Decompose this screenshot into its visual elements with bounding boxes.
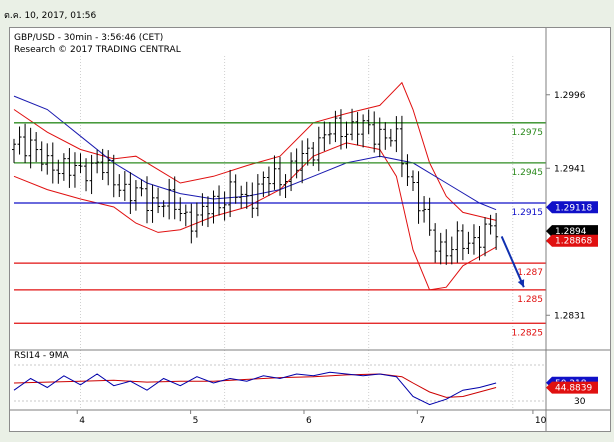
datestamp: ต.ค. 10, 2017, 01:56 <box>4 11 97 21</box>
x-tick-label: 7 <box>419 416 425 426</box>
chart-frame: 1.2975 1.2945 1.2915 1.287 1.285 1.2825 1.299… <box>9 27 611 432</box>
price-tag-1.2894 <box>546 225 598 238</box>
y-tick-label: 1.2996 <box>554 91 586 101</box>
moving-average <box>13 95 497 211</box>
y-tick-label: 1.2831 <box>554 311 586 321</box>
x-tick-label: 5 <box>193 416 199 426</box>
rsi-tick-label: 30 <box>574 397 586 407</box>
rsi-tag-44.8839 <box>546 381 598 394</box>
rsi-tag-label: 44.8839 <box>555 384 592 394</box>
bollinger-upper <box>13 81 497 221</box>
forecast-arrow <box>500 236 525 288</box>
level-label: 1.285 <box>517 295 543 305</box>
price-tag-label: 1.28868 <box>555 237 592 247</box>
level-label: 1.2915 <box>512 208 544 218</box>
chart-canvas: 1.2975 1.2945 1.2915 1.287 1.285 1.2825 1.299… <box>10 28 610 431</box>
rsi-title: RSI14 - 9MA <box>14 351 70 361</box>
chart-title: GBP/USD - 30min - 3:56:46 (CET) <box>14 33 163 43</box>
rsi-line <box>13 371 497 406</box>
y-tick-label: 1.2941 <box>554 164 586 174</box>
x-tick-label: 6 <box>306 416 312 426</box>
price-tag-1.29118 <box>546 201 598 214</box>
price-tag-label: 1.29118 <box>555 203 592 213</box>
chart-copyright: Research © 2017 TRADING CENTRAL <box>14 45 181 55</box>
forecast-arrowhead <box>517 279 525 288</box>
x-tick-label: 4 <box>79 416 85 426</box>
price-tag-label: 1.2894 <box>555 227 587 237</box>
level-label: 1.2825 <box>512 328 544 338</box>
price-tag-1.28868 <box>546 234 598 247</box>
level-label: 1.2945 <box>512 168 544 178</box>
x-tick-label: 10 <box>535 416 547 426</box>
level-label: 1.287 <box>517 268 543 278</box>
level-label: 1.2975 <box>512 128 544 138</box>
rsi-ma-line <box>13 373 497 398</box>
